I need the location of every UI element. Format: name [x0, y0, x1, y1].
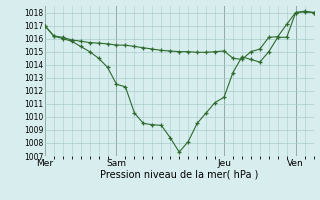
X-axis label: Pression niveau de la mer( hPa ): Pression niveau de la mer( hPa ): [100, 169, 258, 179]
